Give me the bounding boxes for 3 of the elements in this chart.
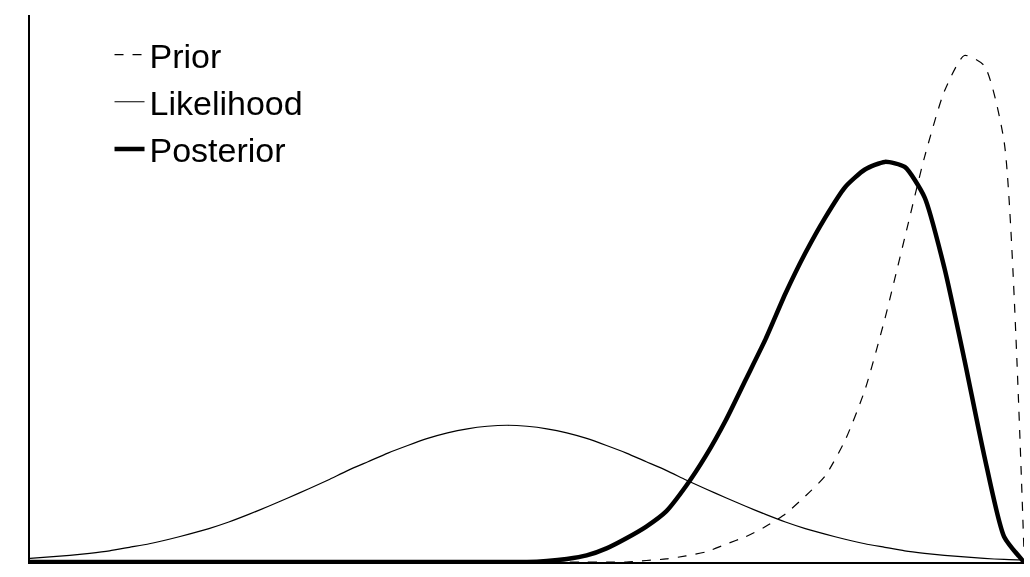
legend-label: Likelihood [149, 84, 303, 122]
legend-label: Prior [149, 36, 222, 75]
legend-label: Posterior [149, 131, 286, 170]
